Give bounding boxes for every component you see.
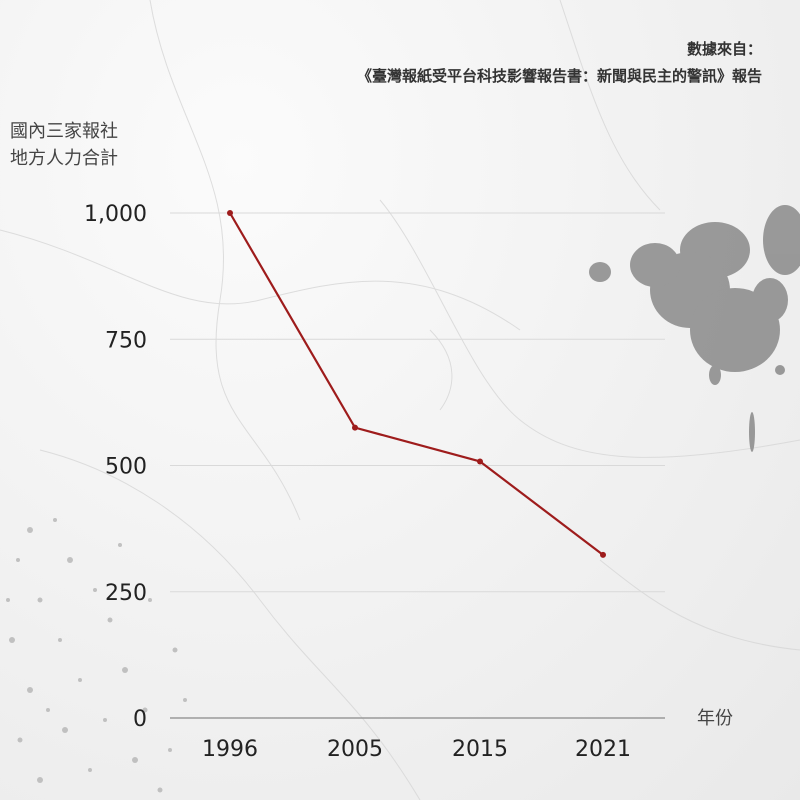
y-axis-label-line-2: 地方人力合計: [10, 148, 118, 169]
y-tick-label: 500: [105, 455, 147, 480]
speckles: [6, 518, 187, 793]
y-tick-label: 750: [105, 328, 147, 353]
y-axis-label: 國內三家報社 地方人力合計: [10, 118, 118, 172]
y-tick-label: 250: [105, 581, 147, 606]
data-point: [600, 551, 606, 558]
y-tick-label: 1,000: [84, 202, 147, 227]
x-tick-label: 2021: [575, 737, 631, 762]
source-line-2: 《臺灣報紙受平台科技影響報告書：新聞與民主的警訊》報告: [356, 67, 762, 85]
data-source: 數據來自： 《臺灣報紙受平台科技影響報告書：新聞與民主的警訊》報告: [357, 36, 762, 90]
data-point: [477, 458, 483, 465]
y-axis-label-line-1: 國內三家報社: [10, 121, 118, 142]
source-line-1: 數據來自：: [686, 40, 762, 58]
y-tick-labels: 0 250 500 750 1,000: [84, 202, 147, 732]
data-point: [352, 424, 358, 431]
x-axis-label: 年份: [697, 708, 733, 729]
grid-lines: [170, 212, 665, 719]
x-tick-label: 2005: [327, 737, 383, 762]
data-point: [227, 210, 233, 216]
ink-splash: [589, 205, 800, 452]
x-tick-label: 1996: [202, 737, 258, 762]
x-tick-label: 2015: [452, 737, 508, 762]
y-tick-label: 0: [133, 707, 147, 732]
series-layer: [227, 210, 606, 558]
x-tick-labels: 1996 2005 2015 2021: [202, 737, 631, 762]
series-line: [229, 212, 604, 556]
